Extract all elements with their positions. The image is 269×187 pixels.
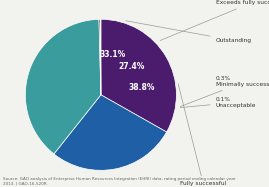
Text: Exceeds fully successful: Exceeds fully successful [160,0,269,41]
Text: Fully successful: Fully successful [178,84,226,186]
Text: 0.3%
Minimally successful: 0.3% Minimally successful [180,76,269,107]
Text: 33.1%: 33.1% [100,50,126,59]
Text: 38.8%: 38.8% [129,83,155,92]
Wedge shape [99,19,101,95]
Text: Source: GAO analysis of Enterprise Human Resources Integration (EHRI) data, rati: Source: GAO analysis of Enterprise Human… [3,177,235,185]
Text: 27.4%: 27.4% [118,62,144,71]
Wedge shape [25,19,101,154]
Wedge shape [101,19,176,132]
Text: 0.1%
Unacceptable: 0.1% Unacceptable [180,97,256,108]
Text: Outstanding: Outstanding [126,21,252,43]
Wedge shape [100,19,101,95]
Wedge shape [54,95,167,170]
